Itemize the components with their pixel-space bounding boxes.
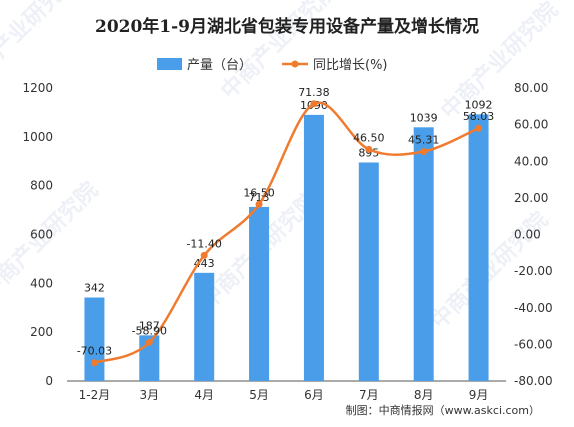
plot-area: 0 200 400 600 800 1000 1200 -80.00 -60.00 -40.00 -… (22, 81, 552, 402)
bar (194, 272, 215, 381)
bar (249, 206, 270, 381)
y-right-tick-label: 0.00 (514, 228, 541, 242)
y-left-tick-label: 1200 (22, 81, 53, 95)
y-right-tick-label: 80.00 (514, 81, 548, 95)
x-tick-label: 3月 (139, 388, 159, 402)
line-data-label: 16.50 (243, 186, 275, 199)
bar (413, 127, 434, 381)
y-right-tick-label: -60.00 (514, 337, 553, 351)
legend: 产量（台） 同比增长(%) (157, 58, 388, 73)
bar-data-label: 342 (84, 281, 105, 294)
line-data-label: -58.90 (132, 324, 167, 337)
bar-data-label: 443 (194, 257, 215, 270)
y-right-tick-label: -20.00 (514, 264, 553, 278)
y-left-tick-label: 200 (30, 325, 53, 339)
x-tick-label: 8月 (414, 388, 434, 402)
legend-label-line: 同比增长(%) (313, 58, 388, 73)
bar (358, 162, 379, 381)
y-right-tick-label: 40.00 (514, 154, 548, 168)
line-data-label: 58.03 (463, 110, 495, 123)
bar-data-label: 1092 (465, 98, 493, 111)
legend-swatch-bar (157, 58, 182, 70)
x-tick-label: 1-2月 (79, 388, 111, 402)
growth-line (94, 101, 480, 364)
y-right-tick-label: 20.00 (514, 191, 548, 205)
y-right-tick-label: -80.00 (514, 374, 553, 388)
legend-marker-line (291, 60, 299, 68)
x-tick-label: 5月 (249, 388, 269, 402)
y-left-tick-label: 800 (30, 179, 53, 193)
bar (468, 114, 489, 382)
line-point (200, 251, 208, 259)
line-point (420, 148, 428, 156)
line-data-label: 45.31 (408, 134, 440, 147)
x-tick-label: 4月 (194, 388, 214, 402)
y-right-tick-label: -40.00 (514, 301, 553, 315)
legend-label-bar: 产量（台） (187, 58, 252, 73)
y-left-tick-label: 0 (45, 374, 53, 388)
line-data-label: 46.50 (353, 131, 385, 144)
y-left-tick-label: 400 (30, 276, 53, 290)
bar-data-label: 895 (358, 146, 379, 159)
x-tick-label: 6月 (304, 388, 324, 402)
x-tick-label: 7月 (359, 388, 379, 402)
line-point (475, 124, 483, 132)
y-right-tick-label: 60.00 (514, 118, 548, 132)
line-point (145, 338, 153, 346)
chart-title: 2020年1-9月湖北省包装专用设备产量及增长情况 (95, 16, 479, 37)
y-left-tick-label: 1000 (22, 130, 53, 144)
bar-data-label: 1039 (410, 111, 438, 124)
line-data-label: -70.03 (77, 345, 112, 358)
line-data-label: -11.40 (186, 237, 221, 250)
line-point (310, 100, 318, 108)
bar-data-label: 187 (139, 319, 160, 332)
y-left-tick-label: 600 (30, 228, 53, 242)
bar (84, 297, 105, 381)
line-point (365, 145, 373, 153)
line-point (255, 200, 263, 208)
source-note: 制图：中商情报网（www.askci.com） (346, 403, 540, 417)
line-point (90, 359, 98, 367)
bar (303, 114, 324, 381)
line-data-label: 71.38 (298, 86, 330, 99)
x-tick-label: 9月 (469, 388, 489, 402)
